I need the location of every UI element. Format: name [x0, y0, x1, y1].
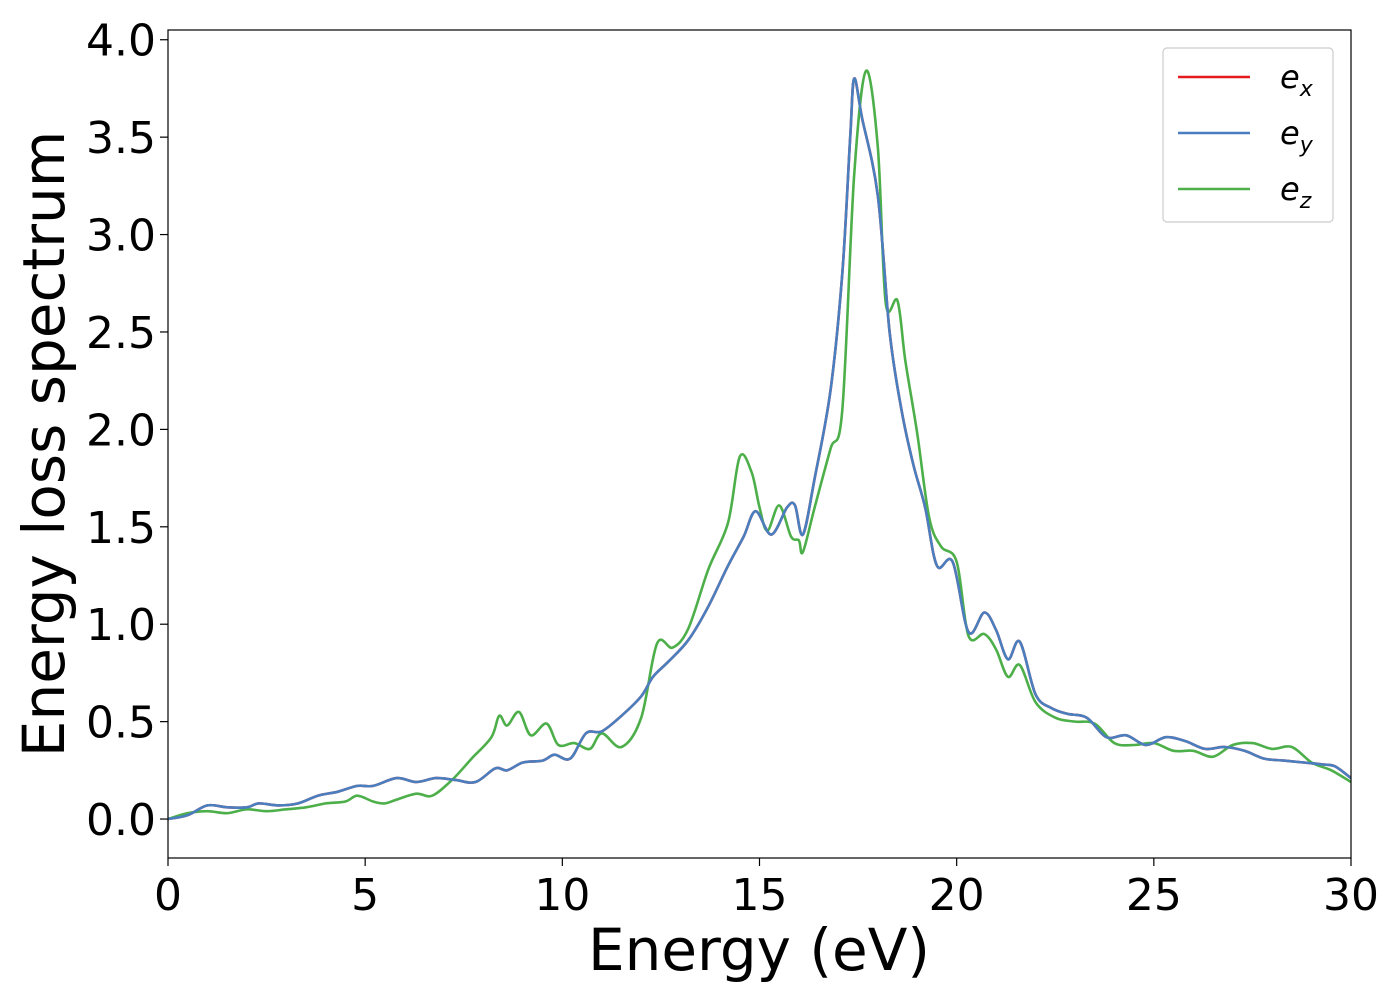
y-tick-label: 3.0: [86, 211, 156, 262]
y-tick-label: 0.5: [86, 698, 156, 749]
legend-label-base: e: [1280, 114, 1300, 152]
y-tick-label: 1.5: [86, 503, 156, 554]
y-tick-label: 2.5: [86, 308, 156, 359]
legend-label-e-y: ey: [1280, 114, 1314, 158]
legend-label-e-x: ex: [1280, 58, 1314, 102]
x-tick-label: 10: [534, 870, 590, 921]
x-tick-label: 25: [1126, 870, 1182, 921]
legend-label-base: e: [1280, 58, 1300, 96]
legend-box: [1162, 47, 1334, 223]
y-axis: 0.0 0.5 1.0 1.5 2.0 2.5 3.0 3.5 4.0: [86, 16, 168, 846]
y-tick-label: 3.5: [86, 113, 156, 164]
legend-label-subscript: x: [1299, 77, 1314, 102]
x-tick-label: 15: [732, 870, 788, 921]
series-layer: [168, 69, 1351, 821]
x-tick-label: 20: [929, 870, 985, 921]
legend-label-e-z: ez: [1280, 170, 1312, 214]
x-tick-label: 5: [351, 870, 379, 921]
y-tick-label: 2.0: [86, 405, 156, 456]
legend-label-subscript: z: [1299, 189, 1312, 214]
y-tick-label: 4.0: [86, 16, 156, 67]
x-tick-label: 0: [154, 870, 182, 921]
x-axis-label: Energy (eV): [588, 916, 930, 984]
legend-label-subscript: y: [1299, 133, 1314, 158]
y-tick-label: 1.0: [86, 600, 156, 651]
series-line-e-y: [168, 77, 1351, 821]
x-axis: 0 5 10 15 20 25 30: [154, 858, 1379, 921]
x-tick-label: 30: [1323, 870, 1379, 921]
y-tick-label: 0.0: [86, 795, 156, 846]
y-axis-label: Energy loss spectrum: [10, 131, 78, 757]
legend-label-base: e: [1280, 170, 1300, 208]
